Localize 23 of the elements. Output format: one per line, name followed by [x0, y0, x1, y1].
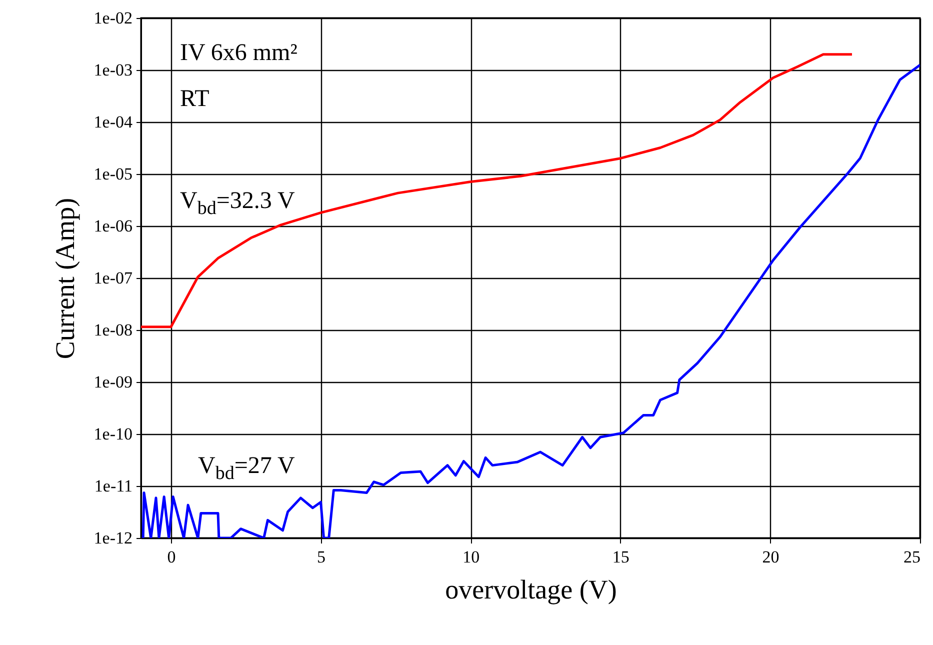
- y-tick-label: 1e-07: [94, 268, 133, 288]
- x-tick-label: 20: [762, 548, 780, 566]
- annotation: V$_{bd}$=27 V: [198, 453, 295, 485]
- y-tick-label: 1e-02: [94, 8, 132, 28]
- x-tick-label: 10: [462, 548, 480, 566]
- annotation: RT: [180, 86, 210, 113]
- y-tick-label: 1e-06: [94, 216, 132, 236]
- y-tick-label: 1e-10: [94, 424, 132, 444]
- y-tick-label: 1e-08: [94, 320, 132, 340]
- x-tick-label: 0: [167, 548, 176, 566]
- x-tick-label: 15: [612, 548, 630, 566]
- annotation: V$_{bd}$=32.3 V: [180, 188, 295, 220]
- y-tick-label: 1e-05: [94, 164, 132, 184]
- x-axis-title: overvoltage (V): [445, 574, 617, 604]
- annotation: IV 6x6 mm²: [180, 40, 298, 67]
- y-tick-label: 1e-11: [94, 476, 132, 496]
- x-tick-label: 25: [904, 548, 920, 566]
- y-tick-label: 1e-03: [94, 60, 132, 80]
- y-tick-label: 1e-09: [94, 372, 132, 392]
- y-tick-label: 1e-04: [94, 112, 133, 132]
- x-tick-label: 5: [317, 548, 326, 566]
- y-axis-title: Current (Amp): [50, 198, 80, 360]
- y-tick-label: 1e-12: [94, 528, 132, 548]
